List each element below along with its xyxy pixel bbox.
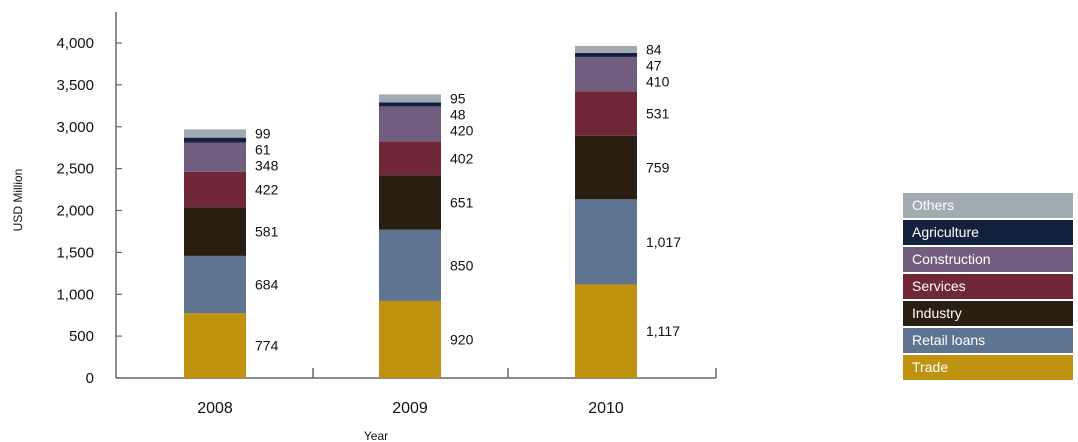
data-label: 920: [450, 331, 474, 347]
legend-swatch-trade: [903, 355, 1073, 380]
data-label: 422: [255, 182, 279, 198]
bar-segment-agriculture-2010: [575, 52, 637, 57]
data-label: 410: [646, 73, 670, 89]
y-tick-label: 4,000: [56, 35, 94, 52]
legend-swatch-agriculture: [903, 220, 1073, 245]
data-label: 531: [646, 105, 670, 121]
axes: 0 500 1,000 1,500 2,000 2,500 3,000 3,500 4,000 2…: [56, 12, 717, 417]
bar-segment-agriculture-2008: [184, 137, 246, 143]
data-label: 99: [255, 125, 271, 141]
bar-segment-agriculture-2009: [379, 102, 441, 107]
bar-segment-others-2009: [379, 94, 441, 103]
data-label: 420: [450, 122, 474, 138]
legend-label: Services: [912, 278, 966, 294]
data-label: 684: [255, 277, 279, 293]
data-label: 774: [255, 338, 279, 354]
legend-label: Industry: [912, 305, 962, 321]
legend-swatch-services: [903, 274, 1073, 299]
legend-swatch-construction: [903, 247, 1073, 272]
data-label: 1,017: [646, 234, 681, 250]
x-tick-label: 2008: [197, 400, 233, 417]
legend: Others Agriculture Construction Services Ind…: [903, 193, 1073, 380]
bar-segment-retail-loans-2009: [379, 229, 441, 301]
bar-segment-services-2010: [575, 91, 637, 136]
data-label: 1,117: [646, 323, 680, 339]
legend-label: Others: [912, 197, 954, 213]
y-tick-label: 1,000: [56, 286, 94, 303]
legend-swatch-industry: [903, 301, 1073, 326]
legend-swatch-others: [903, 193, 1073, 218]
bar-segment-services-2008: [184, 171, 246, 208]
bar-segment-others-2010: [575, 45, 637, 53]
bar-segment-construction-2010: [575, 56, 637, 92]
y-tick-label: 2,500: [56, 161, 94, 178]
data-label: 581: [255, 224, 279, 240]
bars: [184, 45, 637, 378]
bar-segment-others-2008: [184, 129, 246, 138]
y-tick-label: 2,000: [56, 203, 94, 220]
legend-swatch-retail-loans: [903, 328, 1073, 353]
data-label: 402: [450, 150, 474, 166]
x-tick-label: 2009: [392, 400, 428, 417]
data-label: 759: [646, 159, 670, 175]
bar-segment-industry-2008: [184, 207, 246, 256]
bar-segment-industry-2010: [575, 135, 637, 200]
legend-label: Trade: [912, 359, 948, 375]
bar-segment-services-2009: [379, 141, 441, 176]
data-label: 95: [450, 90, 466, 106]
data-label: 47: [646, 57, 662, 73]
y-tick-label: 1,500: [56, 244, 94, 261]
x-tick-label: 2010: [588, 400, 624, 417]
data-label: 651: [450, 195, 474, 211]
bar-segment-construction-2008: [184, 142, 246, 172]
data-label: 61: [255, 141, 271, 157]
legend-label: Retail loans: [912, 332, 985, 348]
data-label: 348: [255, 157, 279, 173]
bar-segment-retail-loans-2008: [184, 255, 246, 314]
bar-segment-industry-2009: [379, 175, 441, 230]
x-axis-title: Year: [364, 429, 388, 442]
y-tick-label: 500: [69, 328, 94, 345]
bar-segment-retail-loans-2010: [575, 199, 637, 285]
data-label: 84: [646, 41, 662, 57]
y-tick-label: 3,000: [56, 119, 94, 136]
y-tick-label: 0: [86, 370, 94, 387]
legend-label: Construction: [912, 251, 991, 267]
bar-segment-trade-2008: [184, 313, 246, 378]
y-tick-label: 3,500: [56, 77, 94, 94]
data-label: 48: [450, 106, 466, 122]
bar-segment-trade-2009: [379, 300, 441, 378]
data-label: 850: [450, 257, 474, 273]
bar-segment-construction-2009: [379, 106, 441, 142]
legend-label: Agriculture: [912, 224, 979, 240]
bar-segment-trade-2010: [575, 284, 637, 378]
y-axis-title: USD Million: [11, 169, 25, 232]
y-axis-title-text: USD Million: [11, 169, 25, 232]
